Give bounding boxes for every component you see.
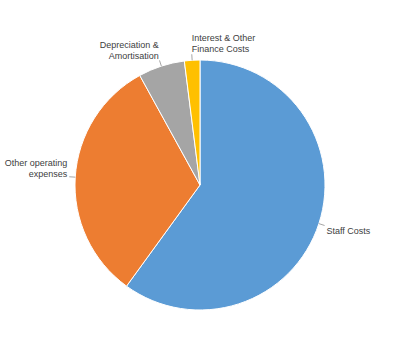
svg-text:Interest & OtherFinance Costs: Interest & OtherFinance Costs <box>192 33 256 54</box>
svg-text:Other operatingexpenses: Other operatingexpenses <box>8 158 68 179</box>
svg-text:Staff Costs: Staff Costs <box>326 226 370 236</box>
svg-text:Depreciation &Amortisation: Depreciation &Amortisation <box>100 40 159 61</box>
